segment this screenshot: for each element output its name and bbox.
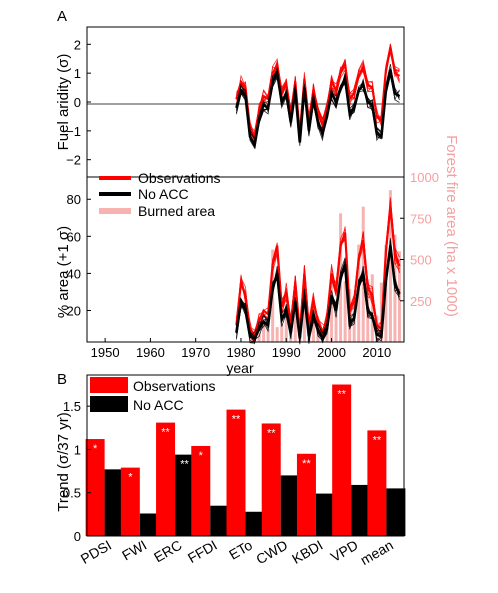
observations-bar — [367, 430, 387, 536]
significance-star: ** — [373, 434, 382, 446]
burned-area-bar — [284, 309, 288, 342]
no-acc-bar — [104, 469, 124, 536]
burned-area-bar — [257, 332, 261, 342]
no-acc-bar — [139, 513, 159, 536]
a-x-tick-label: 1980 — [227, 345, 256, 360]
panel-a-bottom-y-axis-label: % area (+1 σ) — [55, 226, 72, 318]
a-top-y-tick-label: 2 — [74, 37, 81, 52]
significance-star: ** — [161, 427, 170, 439]
a-bottom-y-tick-label: 40 — [67, 266, 81, 281]
b-category-label: KBDI — [289, 537, 325, 567]
observations-bar — [226, 409, 246, 536]
a-bottom-y-tick-label: 20 — [67, 303, 81, 318]
panel-a-legend: Observations No ACC Burned area — [99, 170, 220, 219]
legend-b-no-acc-label: No ACC — [133, 397, 184, 413]
b-category-label: ERC — [151, 537, 185, 566]
significance-star: ** — [267, 427, 276, 439]
b-category-label: VPD — [328, 537, 361, 565]
no-acc-bar — [245, 511, 265, 536]
significance-star: ** — [302, 458, 311, 470]
b-y-tick-label: 1 — [74, 442, 81, 457]
b-y-tick-label: 0 — [74, 529, 81, 544]
observations-bar — [120, 467, 140, 536]
observations-bar — [85, 439, 105, 536]
a-bottom-y-tick-label: 80 — [67, 192, 81, 207]
panel-a-right-y-axis-label: Forest fire area (ha x 1000) — [443, 135, 460, 317]
observations-bar — [332, 384, 352, 536]
burned-area-bar — [266, 328, 270, 342]
b-y-tick-label: 1.5 — [63, 399, 81, 414]
panel-b-label: B — [57, 371, 67, 388]
panel-a-top-y-axis-label: Fuel aridity (σ) — [55, 54, 72, 151]
legend-a-burned-area-label: Burned area — [138, 203, 215, 219]
legend-a-observations-label: Observations — [138, 170, 220, 186]
no-acc-bar — [210, 505, 230, 536]
a-x-tick-label: 1990 — [272, 345, 301, 360]
panel-a-bottom-axes: 20 40 60 80 250 500 750 1000 1950 1960 1970 1980 1… — [67, 170, 439, 360]
a-right-y-tick-label: 250 — [410, 294, 432, 309]
significance-star: ** — [232, 414, 241, 426]
panel-b-frame — [86, 374, 405, 537]
legend-b-observations-swatch — [90, 377, 128, 393]
observations-bar — [156, 422, 176, 536]
burned-area-bar — [275, 327, 279, 342]
a-bottom-y-tick-label: 60 — [67, 229, 81, 244]
b-category-label: CWD — [253, 537, 290, 568]
significance-star: ** — [337, 389, 346, 401]
burned-area-bar — [343, 280, 347, 342]
a-top-y-tick-label: −1 — [66, 124, 81, 139]
burned-area-bar — [334, 312, 338, 342]
b-category-label: PDSI — [78, 537, 114, 567]
a-x-tick-label: 1960 — [136, 345, 165, 360]
b-y-tick-label: 0.5 — [63, 486, 81, 501]
significance-star: ** — [180, 459, 189, 471]
burned-area-bar — [330, 271, 334, 342]
a-right-y-tick-label: 750 — [410, 211, 432, 226]
significance-star: * — [93, 443, 98, 455]
panel-b-y-axis-label: Trend (σ/37 yr) — [55, 412, 72, 512]
a-x-tick-label: 1950 — [91, 345, 120, 360]
b-category-label: FWI — [119, 537, 149, 564]
b-category-label: FFDI — [185, 537, 220, 566]
a-top-observations-line — [235, 46, 401, 140]
a-x-tick-label: 1970 — [181, 345, 210, 360]
burned-area-bar — [370, 274, 374, 342]
no-acc-bar — [351, 484, 371, 536]
panel-b-legend: Observations No ACC — [90, 377, 215, 413]
a-bottom-observations-line — [235, 206, 401, 337]
observations-bar — [191, 445, 211, 536]
panel-a-label: A — [57, 8, 67, 25]
no-acc-bar — [315, 493, 335, 536]
burned-area-bar — [293, 304, 297, 342]
a-top-y-tick-label: 1 — [74, 66, 81, 81]
legend-b-observations-label: Observations — [133, 378, 215, 394]
a-right-y-tick-label: 500 — [410, 253, 432, 268]
legend-b-no-acc-swatch — [90, 396, 128, 412]
b-category-label: ETo — [226, 537, 255, 563]
b-category-label: mean — [358, 537, 396, 568]
a-top-y-tick-label: 0 — [74, 95, 81, 110]
a-x-tick-label: 2000 — [317, 345, 346, 360]
no-acc-bar — [386, 488, 406, 536]
significance-star: * — [128, 472, 133, 484]
a-right-y-tick-label: 1000 — [410, 170, 439, 185]
burned-area-bar — [280, 323, 284, 342]
no-acc-bar — [175, 454, 195, 536]
panel-a-top-axes: −2 −1 0 1 2 — [66, 26, 405, 178]
a-top-y-tick-label: −2 — [66, 153, 81, 168]
a-x-tick-label: 2010 — [362, 345, 391, 360]
no-acc-bar — [280, 475, 300, 536]
a-bottom-no-acc-line — [235, 245, 401, 342]
panel-a-x-axis-label: year — [226, 360, 254, 376]
burned-area-bar — [302, 287, 306, 342]
a-top-no-acc-line — [235, 69, 401, 150]
legend-a-no-acc-label: No ACC — [138, 186, 189, 202]
significance-star: * — [199, 450, 204, 462]
observations-bar — [296, 453, 316, 536]
observations-bar — [261, 423, 281, 536]
burned-area-bar — [388, 190, 392, 342]
burned-area-bar — [262, 322, 266, 342]
